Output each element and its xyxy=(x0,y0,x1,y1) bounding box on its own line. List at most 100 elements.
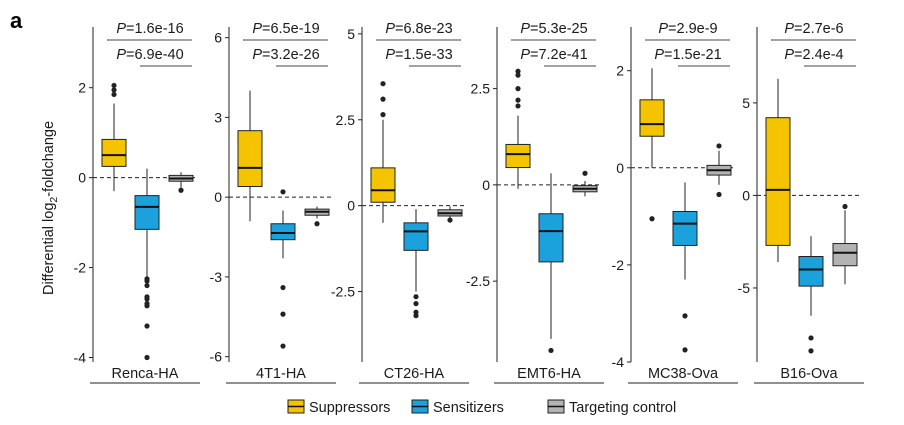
legend: Suppressors Sensitizers Targeting control xyxy=(287,399,676,416)
outlier-point xyxy=(280,311,286,317)
p-symbol: P xyxy=(116,47,126,63)
box-targeting-control xyxy=(706,143,732,198)
p-value: =2.4e-4 xyxy=(794,47,844,63)
panel-strip-label: MC38-Ova xyxy=(648,366,719,382)
box-iqr xyxy=(505,143,531,169)
outlier-point xyxy=(144,296,150,302)
panel-ct26-ha: 5 2.5 0 -2.5 P=6.8e-23 P=1.5e-33 CT26-HA xyxy=(331,21,469,384)
y-tick-label: -2 xyxy=(612,257,625,273)
box-sensitizers xyxy=(403,209,429,319)
panel-strip-label: B16-Ova xyxy=(780,366,838,382)
p-symbol: P xyxy=(385,47,395,63)
outlier-point xyxy=(808,348,814,354)
p-value-label: P=7.2e-41 xyxy=(520,47,587,63)
box-targeting-control xyxy=(832,203,858,285)
outlier-point xyxy=(716,143,722,149)
legend-label: Targeting control xyxy=(569,400,676,416)
legend-item-suppressors: Suppressors xyxy=(287,399,390,416)
p-symbol: P xyxy=(784,47,794,63)
p-value-label: P=2.4e-4 xyxy=(784,47,843,63)
legend-item-targeting-control: Targeting control xyxy=(547,399,676,416)
box-suppressors xyxy=(505,68,531,189)
outlier-point xyxy=(515,97,521,103)
box-suppressors xyxy=(639,68,665,222)
box-iqr xyxy=(237,130,263,188)
outlier-point xyxy=(548,347,554,354)
box-sensitizers xyxy=(538,173,564,354)
y-tick-label: -6 xyxy=(210,349,223,365)
y-tick-label: 0 xyxy=(347,198,355,214)
p-value: =6.8e-23 xyxy=(395,21,453,37)
outlier-point xyxy=(515,68,521,74)
p-symbol: P xyxy=(385,21,395,37)
y-tick-label: 0 xyxy=(742,187,750,203)
y-tick-label: 2.5 xyxy=(471,81,491,97)
y-tick-label: 5 xyxy=(347,26,355,42)
outlier-point xyxy=(380,112,386,118)
y-tick-label: 2 xyxy=(616,63,624,79)
p-value-label: P=6.8e-23 xyxy=(385,21,452,37)
legend-label: Sensitizers xyxy=(433,400,504,416)
outlier-point xyxy=(582,170,588,176)
box-iqr xyxy=(101,138,127,167)
box-suppressors xyxy=(237,90,263,222)
y-tick-label: -2.5 xyxy=(466,273,490,289)
panel-renca-ha: 2 0 -2 -4 P=1.6e-16 P=6.9e-40 Renca-HA xyxy=(74,21,200,384)
y-tick-label: -2.5 xyxy=(331,284,355,300)
box-iqr xyxy=(639,99,665,137)
box-targeting-control xyxy=(437,206,463,223)
y-tick-label: 0 xyxy=(616,160,624,176)
outlier-point xyxy=(515,103,521,109)
outlier-point xyxy=(808,335,814,341)
y-tick-label: 5 xyxy=(742,95,750,111)
box-suppressors xyxy=(370,81,396,223)
p-value: =1.5e-21 xyxy=(664,47,722,63)
outlier-point xyxy=(682,347,688,353)
p-value: =6.9e-40 xyxy=(126,47,184,63)
outlier-point xyxy=(144,354,150,361)
panel-strip-label: CT26-HA xyxy=(384,366,445,382)
outlier-point xyxy=(280,284,286,291)
outlier-point xyxy=(280,343,286,349)
box-sensitizers xyxy=(134,168,160,361)
p-value-label: P=1.6e-16 xyxy=(116,21,183,37)
p-value: =6.5e-19 xyxy=(262,21,320,37)
y-tick-label: 2.5 xyxy=(336,112,356,128)
p-symbol: P xyxy=(252,21,262,37)
panels: 20-2-4P=1.6e-16P=6.9e-40Renca-HA630-3-6P… xyxy=(74,21,864,384)
y-tick-label: -4 xyxy=(74,350,87,366)
legend-label: Suppressors xyxy=(309,400,390,416)
p-value-label: P=1.5e-33 xyxy=(385,47,452,63)
outlier-point xyxy=(682,313,688,319)
p-symbol: P xyxy=(654,47,664,63)
p-value-label: P=1.5e-21 xyxy=(654,47,721,63)
panel-strip-label: Renca-HA xyxy=(112,366,179,382)
box-targeting-control xyxy=(304,206,330,227)
p-value: =2.9e-9 xyxy=(668,21,718,37)
box-iqr xyxy=(403,222,429,251)
outlier-point xyxy=(380,81,386,87)
y-tick-label: 2 xyxy=(78,80,86,96)
box-iqr xyxy=(370,167,396,203)
outlier-point xyxy=(380,96,386,102)
panel-strip-label: EMT6-HA xyxy=(517,366,581,382)
outlier-point xyxy=(111,82,117,89)
y-axis-label-suffix: -foldchange xyxy=(41,121,57,197)
outlier-point xyxy=(144,323,150,329)
box-targeting-control xyxy=(572,170,598,197)
p-value-label: P=2.9e-9 xyxy=(658,21,717,37)
p-value: =3.2e-26 xyxy=(262,47,320,63)
p-symbol: P xyxy=(520,21,530,37)
outlier-point xyxy=(111,87,117,93)
y-tick-label: 0 xyxy=(482,177,490,193)
y-tick-label: 3 xyxy=(214,109,222,125)
y-tick-label: 0 xyxy=(78,170,86,186)
box-iqr xyxy=(832,243,858,267)
y-tick-label: -2 xyxy=(74,260,87,276)
box-iqr xyxy=(134,195,160,230)
p-value-label: P=6.9e-40 xyxy=(116,47,183,63)
